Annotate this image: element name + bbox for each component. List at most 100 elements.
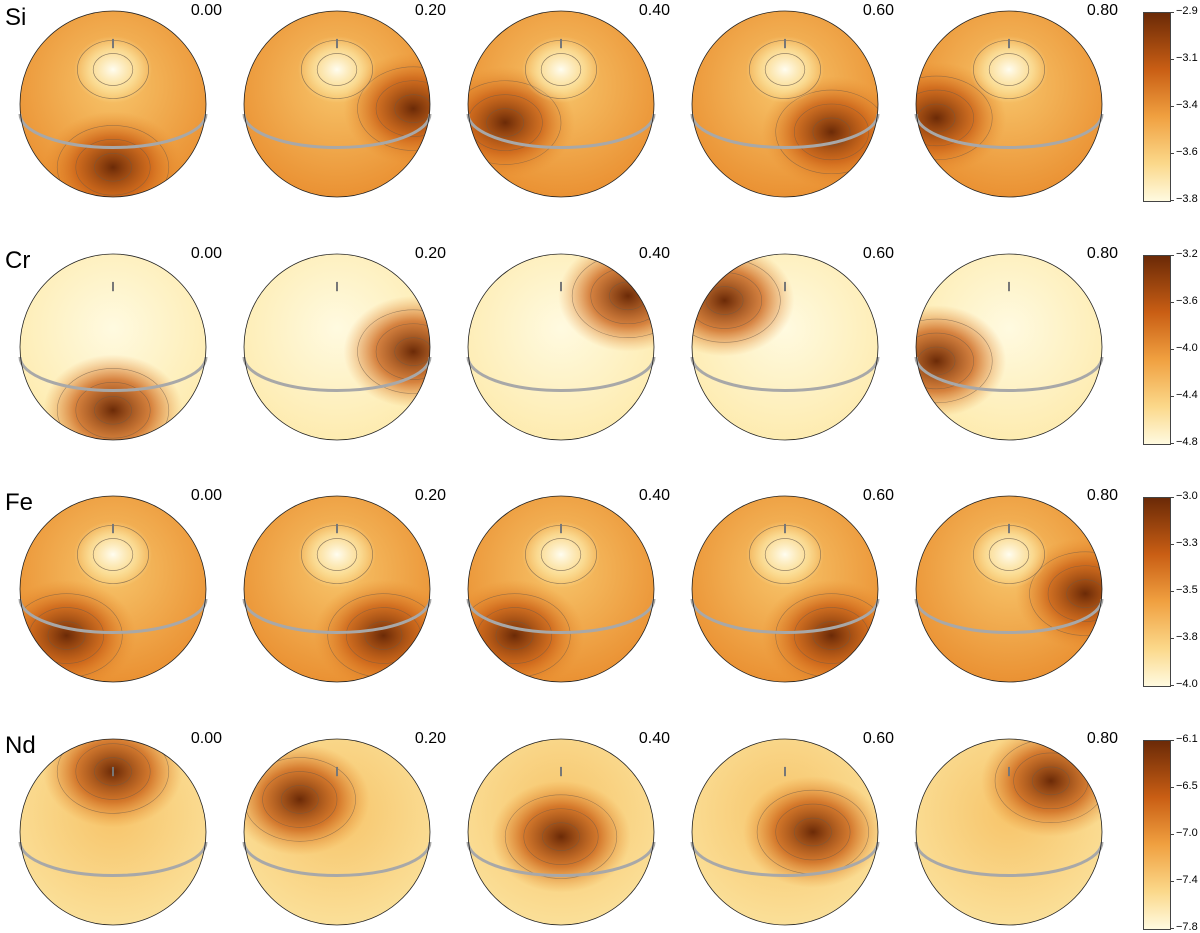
- colorbar-tick-mark: [1170, 302, 1174, 303]
- stellar-surface-map: [18, 494, 208, 689]
- equator-ring: [18, 113, 208, 149]
- stellar-surface-map: [914, 252, 1104, 447]
- contour-line: [916, 332, 974, 390]
- contour-line: [994, 739, 1102, 823]
- colorbar-tick-mark: [1170, 544, 1174, 545]
- dark-abundance-region: [1015, 537, 1102, 650]
- contour-line: [92, 53, 134, 86]
- sphere-outline: [915, 495, 1103, 683]
- sphere-outline: [691, 495, 879, 683]
- colorbar-tick-mark: [1170, 349, 1174, 350]
- equator-ring: [690, 113, 880, 149]
- dark-abundance-region: [343, 295, 430, 408]
- stellar-surface-map: [914, 9, 1104, 204]
- contour-line: [1029, 551, 1102, 636]
- equator-ring: [466, 598, 656, 634]
- stellar-surface-map: [18, 252, 208, 447]
- contour-line: [47, 621, 86, 650]
- stellar-surface-map: [242, 494, 432, 689]
- sphere-outline: [243, 253, 431, 441]
- stellar-surface-map: [466, 9, 656, 204]
- sphere-outline: [467, 10, 655, 198]
- phase-label: 0.40: [638, 487, 670, 504]
- element-label: Cr: [5, 247, 31, 274]
- contour-line: [280, 785, 319, 814]
- equator-ring: [242, 598, 432, 634]
- equator-ring: [242, 113, 432, 149]
- colorbar-tick-label: −4.4: [1176, 389, 1198, 401]
- phase-label: 0.80: [1086, 730, 1118, 747]
- equator-ring: [242, 356, 432, 392]
- bright-abundance-spot: [73, 36, 153, 103]
- element-label: Nd: [5, 732, 36, 759]
- equator-ring: [914, 356, 1104, 392]
- stellar-surface-map: [466, 494, 656, 689]
- contour-line: [56, 368, 170, 440]
- bright-abundance-spot: [745, 521, 825, 588]
- contour-line: [542, 822, 580, 851]
- bright-abundance-spot: [969, 36, 1049, 103]
- dark-abundance-region: [692, 254, 795, 357]
- equator-ring: [18, 598, 208, 634]
- colorbar-tick-label: −3.8: [1176, 631, 1198, 643]
- contour-line: [375, 80, 430, 137]
- colorbar-tick-mark: [1170, 685, 1174, 686]
- bright-abundance-spot: [297, 521, 377, 588]
- phase-label: 0.20: [414, 2, 446, 19]
- contour-line: [94, 152, 132, 182]
- equator-ring: [690, 841, 880, 877]
- equator-ring: [690, 598, 880, 634]
- stellar-surface-map: [18, 9, 208, 204]
- colorbar-tick-label: −3.5: [1176, 584, 1198, 596]
- contour-line: [75, 382, 151, 439]
- phase-label: 0.80: [1086, 487, 1118, 504]
- colorbar-tick-mark: [1170, 787, 1174, 788]
- colorbar-tick-label: −7.4: [1176, 874, 1198, 886]
- sphere-outline: [19, 253, 207, 441]
- stellar-surface-map: [690, 737, 880, 932]
- colorbar-tick-mark: [1170, 255, 1174, 256]
- phase-label: 0.60: [862, 487, 894, 504]
- sphere-outline: [915, 253, 1103, 441]
- stellar-surface-map: [690, 494, 880, 689]
- colorbar: [1143, 12, 1171, 202]
- contour-line: [571, 254, 654, 338]
- phase-label: 0.00: [190, 730, 222, 747]
- stellar-surface-map: [242, 737, 432, 932]
- colorbar-tick-mark: [1170, 740, 1174, 741]
- contour-line: [375, 323, 430, 380]
- colorbar-tick-label: −3.2: [1176, 248, 1198, 260]
- phase-label: 0.80: [1086, 2, 1118, 19]
- contour-line: [764, 538, 806, 571]
- phase-label: 0.20: [414, 730, 446, 747]
- dark-abundance-region: [343, 52, 430, 165]
- bright-abundance-spot: [297, 36, 377, 103]
- contour-line: [1066, 579, 1102, 608]
- contour-line: [775, 803, 851, 861]
- contour-line: [56, 739, 170, 814]
- contour-line: [316, 538, 358, 571]
- phase-label: 0.80: [1086, 245, 1118, 262]
- phase-label: 0.00: [190, 487, 222, 504]
- colorbar-tick-label: −3.1: [1176, 52, 1198, 64]
- contour-line: [1031, 766, 1070, 796]
- colorbar-tick-mark: [1170, 638, 1174, 639]
- bright-abundance-spot: [73, 521, 153, 588]
- colorbar-tick-label: −2.9: [1176, 5, 1198, 17]
- equator-ring: [242, 841, 432, 877]
- contour-line: [1047, 565, 1102, 622]
- contour-line: [394, 94, 430, 123]
- equator-ring: [466, 113, 656, 149]
- sphere-outline: [691, 253, 879, 441]
- phase-label: 0.40: [638, 245, 670, 262]
- colorbar-tick-mark: [1170, 928, 1174, 929]
- contour-line: [394, 337, 430, 366]
- colorbar-tick-mark: [1170, 591, 1174, 592]
- phase-label: 0.20: [414, 487, 446, 504]
- equator-ring: [914, 113, 1104, 149]
- contour-line: [244, 757, 356, 842]
- contour-line: [92, 538, 134, 571]
- contour-line: [495, 621, 534, 650]
- colorbar: [1143, 740, 1171, 930]
- stellar-surface-map: [914, 737, 1104, 932]
